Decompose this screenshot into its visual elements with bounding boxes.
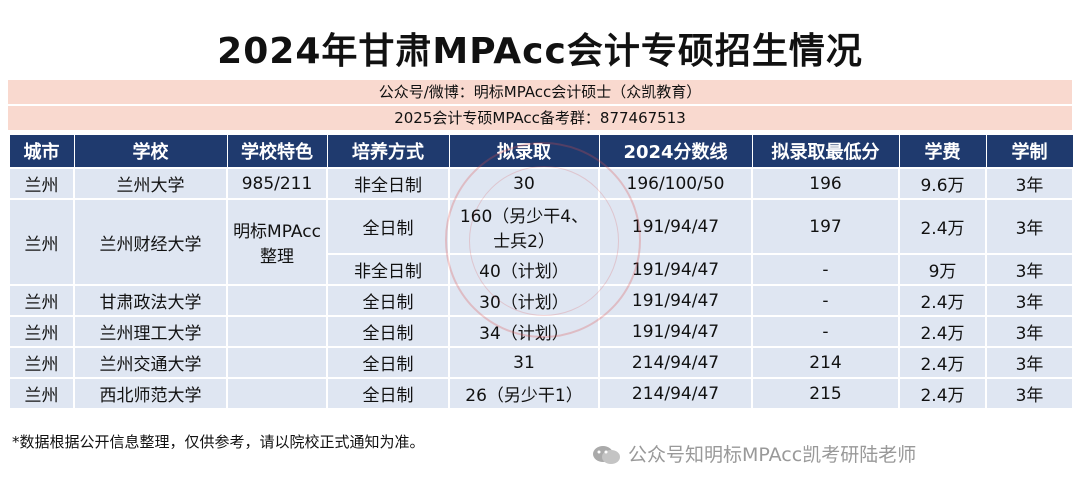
cell-score-line: 191/94/47: [598, 198, 753, 255]
footnote: *数据根据公开信息整理，仅供参考，请以院校正式通知为准。: [12, 433, 425, 451]
page-title: 2024年甘肃MPAcc会计专硕招生情况: [217, 31, 863, 72]
cell-admit: 31: [448, 346, 600, 379]
cell-score-line: 191/94/47: [598, 315, 753, 348]
table-row: 兰州 兰州财经大学 明标MPAcc整理 全日制 160（另少干4、士兵2） 19…: [8, 198, 1074, 286]
header-city: 城市: [8, 134, 75, 169]
cell-school: 兰州财经大学: [73, 198, 228, 286]
cell-school: 甘肃政法大学: [73, 284, 228, 317]
cell-fee: 2.4万: [898, 377, 987, 410]
cell-city: 兰州: [8, 346, 75, 379]
subtitle-wechat: 公众号/微博：明标MPAcc会计硕士（众凯教育）: [8, 80, 1072, 104]
cell-school: 西北师范大学: [73, 377, 228, 410]
cell-school: 兰州交通大学: [73, 346, 228, 379]
subtitle-group: 2025会计专硕MPAcc备考群：877467513: [8, 106, 1072, 130]
cell-feature: [226, 346, 328, 379]
cell-score-line: 191/94/47: [598, 284, 753, 317]
cell-mode: 全日制: [326, 315, 450, 348]
wechat-icon: [593, 446, 620, 464]
cell-min-score: 196: [751, 167, 900, 200]
cell-feature: [226, 315, 328, 348]
table-row: 兰州 西北师范大学 全日制 26（另少干1） 214/94/47 215 2.4…: [8, 377, 1074, 410]
cell-years: 3年: [985, 346, 1074, 379]
header-score-line: 2024分数线: [598, 134, 753, 169]
cell-school: 兰州大学: [73, 167, 228, 200]
cell-feature: 明标MPAcc整理: [226, 198, 328, 286]
watermark-text: 公众号知明标MPAcc凯考研陆老师: [628, 444, 917, 466]
cell-fee: 2.4万: [898, 198, 987, 255]
cell-fee: 9.6万: [898, 167, 987, 200]
header-min-score: 拟录取最低分: [751, 134, 900, 169]
cell-city: 兰州: [8, 377, 75, 410]
cell-admit: 34（计划）: [448, 315, 600, 348]
cell-score-line: 214/94/47: [598, 346, 753, 379]
cell-fee: 2.4万: [898, 315, 987, 348]
cell-feature: [226, 284, 328, 317]
admission-table: 城市 学校 学校特色 培养方式 拟录取 2024分数线 拟录取最低分 学费 学制…: [8, 134, 1074, 410]
cell-fee: 9万: [898, 253, 987, 286]
cell-min-score: -: [751, 284, 900, 317]
table-row: 非全日制 40（计划） 191/94/47 - 9万 3年: [9, 253, 1074, 286]
cell-mode: 全日制: [326, 377, 450, 410]
cell-mode: 全日制: [326, 198, 450, 255]
cell-years: 3年: [985, 284, 1074, 317]
cell-city: 兰州: [8, 167, 75, 200]
cell-years: 3年: [985, 377, 1074, 410]
cell-admit: 26（另少干1）: [448, 377, 600, 410]
header-feature: 学校特色: [226, 134, 328, 169]
cell-years: 3年: [985, 198, 1074, 255]
cell-min-score: -: [751, 315, 900, 348]
cell-city: 兰州: [8, 315, 75, 348]
cell-admit: 40（计划）: [448, 253, 600, 286]
header-school: 学校: [73, 134, 228, 169]
cell-mode: 非全日制: [326, 253, 450, 286]
header-years: 学制: [985, 134, 1074, 169]
cell-school: 兰州理工大学: [73, 315, 228, 348]
header-admit: 拟录取: [448, 134, 600, 169]
cell-years: 3年: [985, 167, 1074, 200]
cell-min-score: 197: [751, 198, 900, 255]
cell-years: 3年: [985, 253, 1074, 286]
header-fee: 学费: [898, 134, 987, 169]
table-row: 兰州 兰州交通大学 全日制 31 214/94/47 214 2.4万 3年: [8, 346, 1074, 379]
cell-admit: 30（计划）: [448, 284, 600, 317]
cell-feature: [226, 377, 328, 410]
cell-mode: 非全日制: [326, 167, 450, 200]
cell-score-line: 196/100/50: [598, 167, 753, 200]
cell-fee: 2.4万: [898, 284, 987, 317]
header-mode: 培养方式: [326, 134, 450, 169]
cell-admit: 160（另少干4、士兵2）: [448, 198, 600, 255]
cell-fee: 2.4万: [898, 346, 987, 379]
cell-admit: 30: [448, 167, 600, 200]
cell-city: 兰州: [8, 198, 75, 286]
cell-feature: 985/211: [226, 167, 328, 200]
table-row: 兰州 甘肃政法大学 全日制 30（计划） 191/94/47 - 2.4万 3年: [8, 284, 1074, 317]
table-header-row: 城市 学校 学校特色 培养方式 拟录取 2024分数线 拟录取最低分 学费 学制: [8, 134, 1074, 169]
table-row: 兰州 兰州大学 985/211 非全日制 30 196/100/50 196 9…: [8, 167, 1074, 200]
cell-mode: 全日制: [326, 284, 450, 317]
cell-min-score: 214: [751, 346, 900, 379]
cell-city: 兰州: [8, 284, 75, 317]
cell-years: 3年: [985, 315, 1074, 348]
cell-score-line: 191/94/47: [598, 253, 753, 286]
cell-score-line: 214/94/47: [598, 377, 753, 410]
cell-min-score: 215: [751, 377, 900, 410]
cell-min-score: -: [751, 253, 900, 286]
cell-mode: 全日制: [326, 346, 450, 379]
table-row: 兰州 兰州理工大学 全日制 34（计划） 191/94/47 - 2.4万 3年: [8, 315, 1074, 348]
